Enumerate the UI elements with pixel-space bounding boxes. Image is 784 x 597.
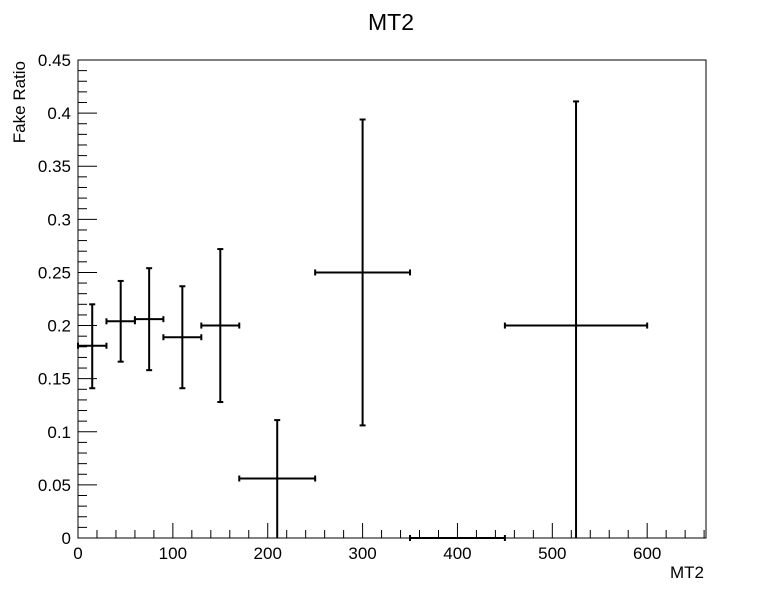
y-tick-label: 0.3 [47, 210, 71, 229]
data-point [200, 248, 241, 404]
data-point [503, 100, 649, 538]
data-point [409, 535, 506, 541]
chart-title: MT2 [368, 9, 414, 35]
data-point [77, 303, 108, 390]
data-points [77, 100, 649, 541]
x-axis-ticks [77, 523, 705, 538]
data-point [314, 118, 412, 427]
y-axis-tick-labels: 0 0.05 0.1 0.15 0.2 0.25 0.3 0.35 0.4 0.45 [38, 51, 71, 548]
data-point [133, 267, 165, 372]
plot-frame [77, 59, 707, 539]
y-tick-label: 0.1 [47, 423, 71, 442]
x-tick-label: 400 [443, 544, 471, 563]
x-tick-label: 500 [538, 544, 566, 563]
data-point [105, 279, 136, 363]
y-tick-label: 0.15 [38, 370, 71, 389]
x-tick-label: 0 [73, 544, 82, 563]
x-tick-label: 200 [254, 544, 282, 563]
x-tick-label: 300 [348, 544, 376, 563]
x-tick-label: 100 [159, 544, 187, 563]
x-tick-label: 600 [633, 544, 661, 563]
y-tick-label: 0.2 [47, 317, 71, 336]
y-tick-label: 0.25 [38, 263, 71, 282]
x-axis-tick-labels: 0 100 200 300 400 500 600 [73, 544, 661, 563]
data-point [238, 419, 317, 538]
y-axis-title: Fake Ratio [10, 61, 29, 143]
y-tick-label: 0.45 [38, 51, 71, 70]
x-axis-title: MT2 [670, 563, 704, 582]
data-point [162, 285, 203, 390]
y-tick-label: 0 [62, 529, 71, 548]
y-tick-label: 0.4 [47, 104, 71, 123]
y-tick-label: 0.05 [38, 476, 71, 495]
y-axis-ticks [78, 59, 97, 539]
y-tick-label: 0.35 [38, 157, 71, 176]
